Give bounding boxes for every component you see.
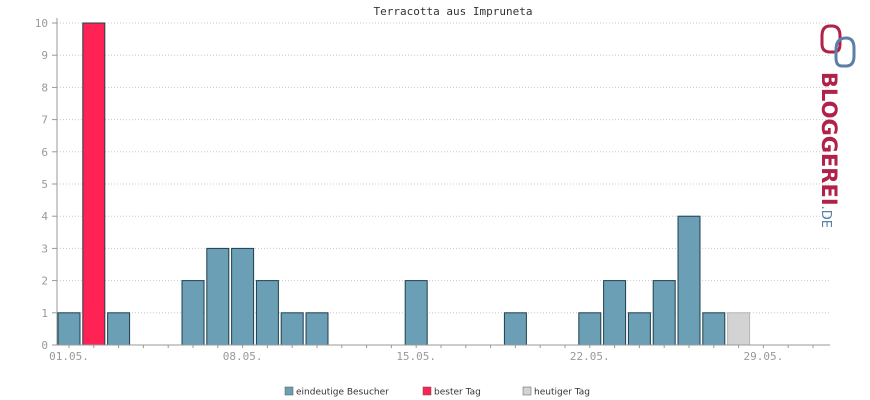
- logo-text: BLOGGEREI.DE: [817, 72, 841, 228]
- x-tick-label-22.05.: 22.05.: [570, 350, 610, 363]
- y-tick-label-0: 0: [41, 339, 48, 352]
- bar-day-7: [206, 247, 230, 346]
- bar-day-25: [652, 280, 676, 346]
- legend-label-2: bester Tag: [434, 388, 481, 398]
- bar-day-8: [231, 247, 255, 346]
- y-tick-label-2: 2: [41, 275, 48, 288]
- y-tick-label-4: 4: [41, 210, 48, 223]
- y-tick-label-8: 8: [41, 81, 48, 94]
- x-tick-label-29.05.: 29.05.: [744, 350, 784, 363]
- y-tick-label-3: 3: [41, 242, 48, 255]
- bar-day-3: [107, 312, 131, 346]
- bar-day-26: [677, 215, 701, 346]
- bar-day-10: [280, 312, 304, 346]
- y-tick-label-7: 7: [41, 114, 48, 127]
- bar-today: [727, 312, 751, 346]
- bar-day-24: [627, 312, 651, 346]
- x-tick-label-01.05.: 01.05.: [49, 350, 89, 363]
- bar-day-9: [255, 280, 279, 346]
- y-tick-label-10: 10: [35, 17, 48, 30]
- y-tick-label-6: 6: [41, 146, 48, 159]
- bar-day-27: [702, 312, 726, 346]
- bar-day-6: [181, 280, 205, 346]
- legend-swatch-1: [284, 386, 294, 396]
- legend-label-1: eindeutige Besucher: [296, 388, 389, 398]
- axes: [56, 18, 830, 346]
- bar-best-day: [82, 22, 106, 346]
- chart-title: Terracotta aus Impruneta: [374, 5, 533, 18]
- y-tick-label-5: 5: [41, 178, 48, 191]
- x-tick-label-08.05.: 08.05.: [223, 350, 263, 363]
- y-tick-label-9: 9: [41, 49, 48, 62]
- legend-label-3: heutiger Tag: [534, 388, 590, 398]
- bar-day-1: [57, 312, 81, 346]
- bar-day-23: [603, 280, 627, 346]
- y-tick-label-1: 1: [41, 307, 48, 320]
- logo-mark: [820, 24, 856, 68]
- bar-day-15: [404, 280, 428, 346]
- x-tick-labels: 01.05. 08.05. 15.05. 22.05. 29.05.: [49, 345, 814, 363]
- y-tick-labels: 0 1 2 3 4 5 6 7 8 9 10: [35, 17, 49, 352]
- bloggerei-logo: BLOGGEREI.DE: [817, 24, 856, 228]
- legend: eindeutige Besucher bester Tag heutiger Ta…: [284, 386, 590, 398]
- grid: [52, 22, 830, 346]
- bar-day-22: [578, 312, 602, 346]
- bar-day-11: [305, 312, 329, 346]
- x-tick-label-15.05.: 15.05.: [396, 350, 436, 363]
- legend-swatch-3: [522, 386, 532, 396]
- bar-day-19: [503, 312, 527, 346]
- legend-swatch-2: [422, 386, 432, 396]
